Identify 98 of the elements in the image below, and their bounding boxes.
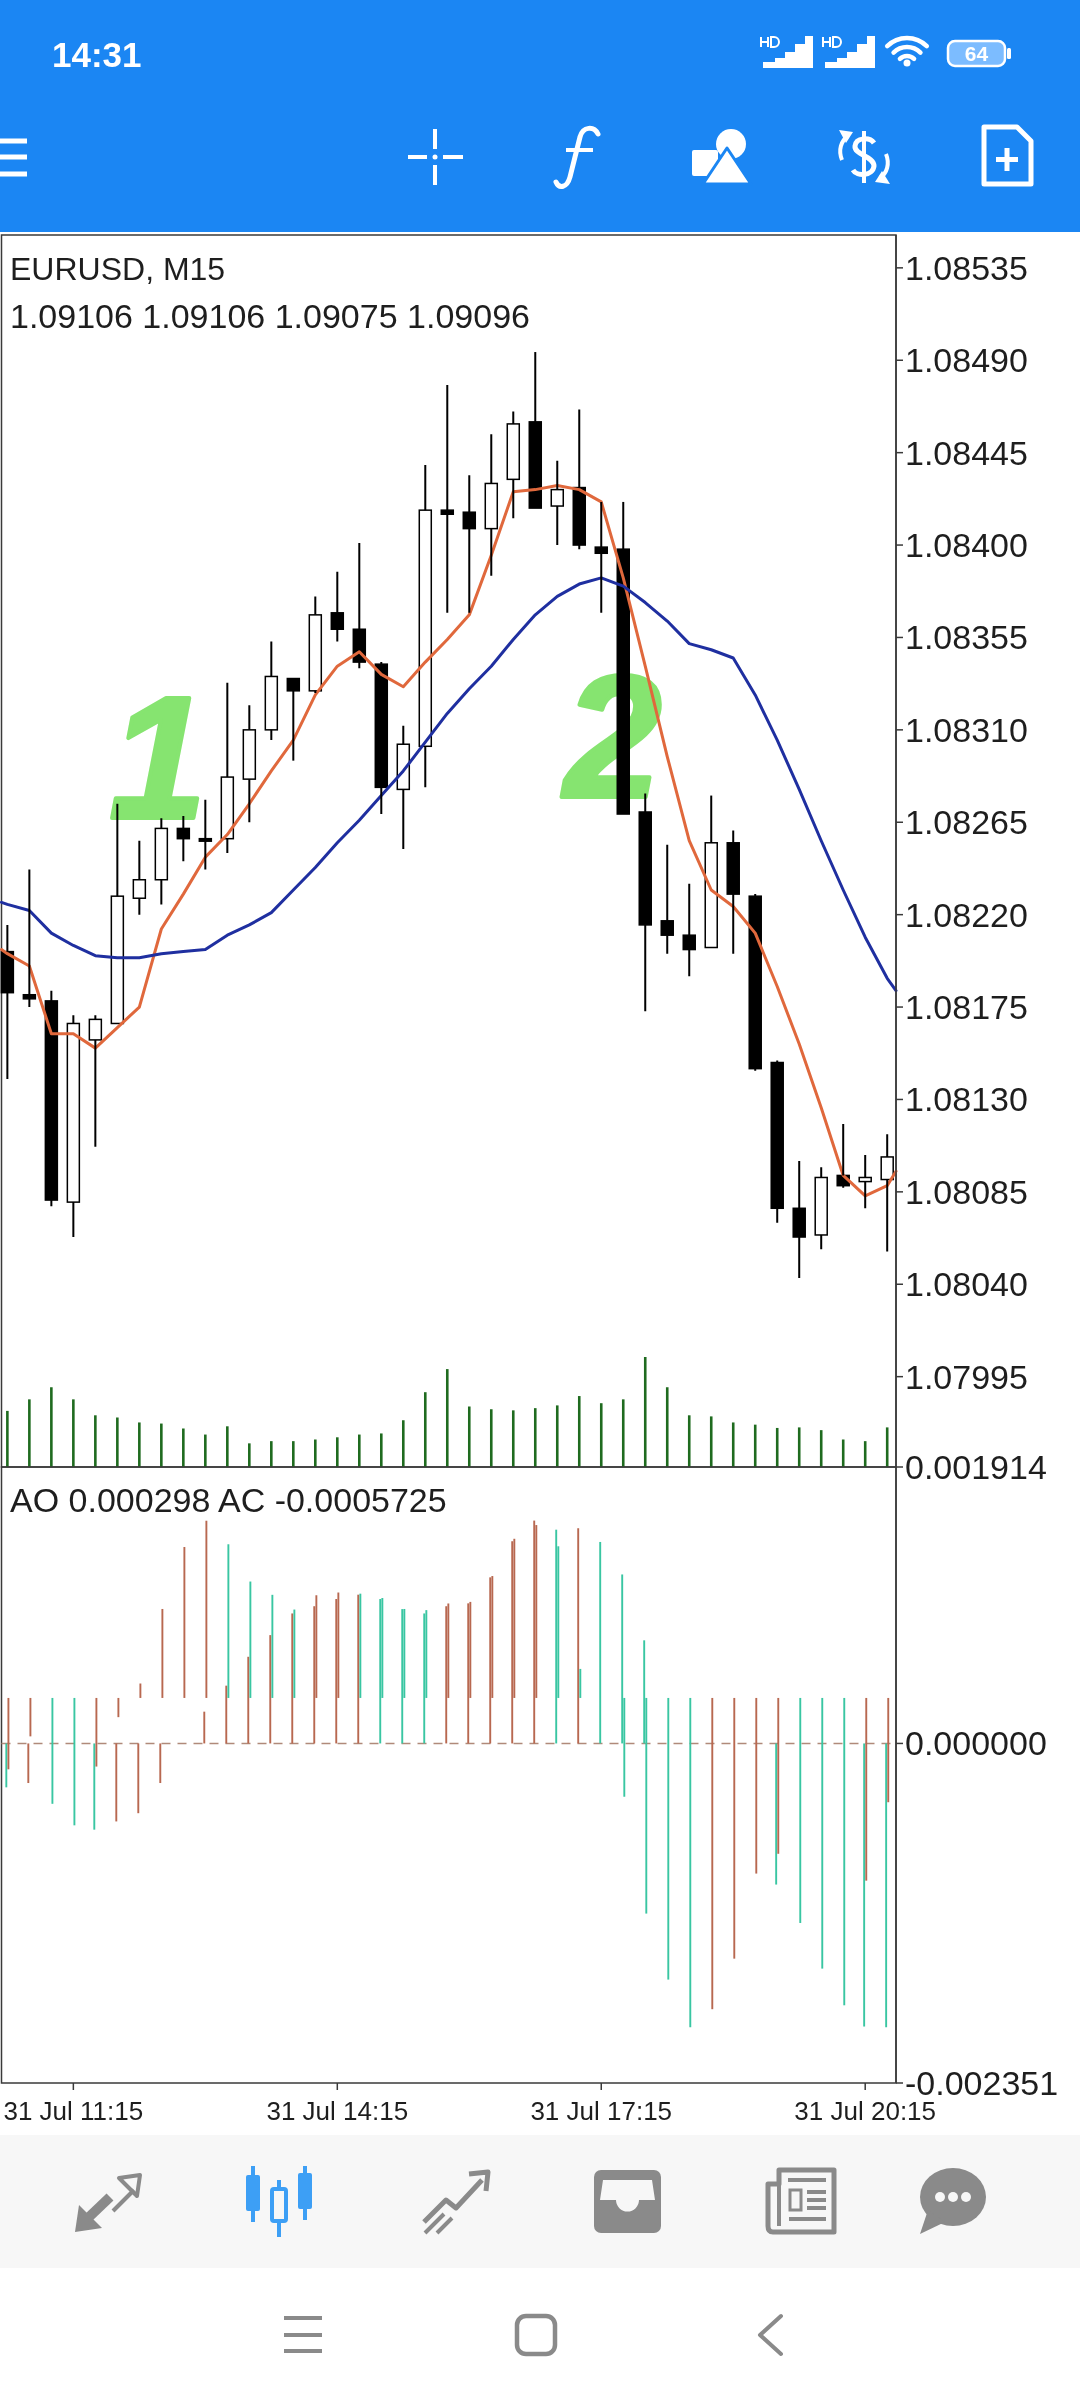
bar [445, 1369, 449, 1467]
candlestick [748, 893, 762, 1072]
y-tick-label: 1.08265 [905, 803, 1028, 842]
annotation: 1 [109, 659, 207, 855]
candlestick [462, 474, 477, 614]
candlestick [704, 794, 718, 949]
y-tick-label: 1.08355 [905, 618, 1028, 657]
y-tick-label: 1.08040 [905, 1265, 1028, 1304]
bar [314, 1439, 317, 1467]
y-tick-label: 0.001914 [905, 1448, 1047, 1486]
candlestick [286, 677, 301, 762]
bar [687, 1415, 691, 1467]
y-tick-label: 1.08400 [905, 526, 1028, 565]
x-tick-label: 31 Jul 14:15 [266, 2096, 409, 2126]
candlestick [660, 843, 674, 955]
candlestick [264, 640, 279, 742]
candlestick [330, 570, 345, 643]
candlestick [154, 817, 169, 906]
bar [665, 1387, 669, 1467]
bar [621, 1399, 625, 1467]
bar [731, 1422, 735, 1467]
bar [819, 1430, 823, 1467]
bar [72, 1399, 75, 1467]
y-tick-label: 1.08490 [905, 341, 1028, 380]
bar [94, 1415, 97, 1467]
candlestick [880, 1133, 894, 1253]
candlestick [550, 459, 565, 547]
y-tick-label: 1.08445 [905, 433, 1028, 472]
bar [577, 1396, 581, 1467]
bar [533, 1408, 537, 1467]
candlestick [242, 704, 257, 824]
y-tick-label: 1.08175 [905, 988, 1028, 1027]
candlestick [44, 989, 59, 1208]
bar [423, 1392, 427, 1467]
candlestick [66, 1014, 81, 1239]
bar [28, 1399, 31, 1467]
bar [160, 1423, 163, 1467]
candlestick [594, 500, 609, 614]
bar [863, 1441, 867, 1467]
bar [226, 1426, 229, 1467]
bar [467, 1406, 471, 1467]
bar [643, 1357, 647, 1467]
candlestick [88, 1014, 103, 1148]
candlestick [770, 1059, 784, 1224]
bar [401, 1420, 405, 1467]
bar [182, 1428, 185, 1467]
bar [489, 1409, 493, 1467]
bar [204, 1434, 207, 1467]
y-tick-label: 1.08535 [905, 248, 1028, 287]
chart-title: AO 0.000298 AC -0.0005725 [10, 1481, 447, 1519]
bar [599, 1403, 603, 1467]
candlestick [22, 868, 37, 1009]
candlestick [418, 463, 433, 789]
candlestick [726, 829, 740, 955]
text: 64 [964, 42, 989, 65]
candlestick [484, 433, 499, 577]
x-tick-label: 31 Jul 17:15 [530, 2096, 673, 2126]
candlestick [858, 1153, 872, 1210]
y-tick-label: 0.000000 [905, 1724, 1047, 1763]
candlestick [374, 661, 389, 816]
text: EURUSD, M15 [10, 251, 226, 287]
x-tick-label: 31 Jul 11:15 [3, 2096, 144, 2126]
bar [292, 1441, 295, 1467]
bar [885, 1427, 889, 1467]
text: 14:31 [52, 35, 142, 74]
bar [753, 1424, 757, 1467]
candlestick [506, 410, 521, 520]
candlestick [132, 839, 147, 916]
y-tick-label: 1.08220 [905, 895, 1028, 934]
candlestick [572, 408, 587, 551]
y-tick-label: 1.07995 [905, 1357, 1028, 1396]
candlestick [682, 882, 696, 978]
y-tick-label: 1.08085 [905, 1172, 1028, 1211]
bar [116, 1417, 119, 1467]
candlestick [792, 1160, 806, 1280]
bar [775, 1427, 779, 1467]
candlestick [814, 1166, 828, 1251]
y-tick-label: 1.08130 [905, 1080, 1028, 1119]
bar [248, 1443, 251, 1467]
bar [797, 1427, 801, 1467]
bar [358, 1434, 361, 1467]
candlestick [528, 351, 543, 509]
y-tick-label: 1.08310 [905, 710, 1028, 749]
bar [336, 1437, 339, 1467]
bar [270, 1441, 273, 1467]
bar [138, 1422, 141, 1467]
bar [50, 1387, 53, 1467]
candlestick [440, 383, 455, 614]
bar [380, 1433, 383, 1467]
bar [709, 1416, 713, 1467]
bar [555, 1405, 559, 1467]
candlestick [220, 681, 235, 855]
bar [841, 1439, 845, 1467]
text: 1.09106 1.09106 1.09075 1.09096 [10, 297, 530, 335]
candlestick [308, 595, 323, 694]
candlestick [198, 798, 213, 871]
bar [511, 1410, 515, 1467]
bar [6, 1410, 9, 1467]
